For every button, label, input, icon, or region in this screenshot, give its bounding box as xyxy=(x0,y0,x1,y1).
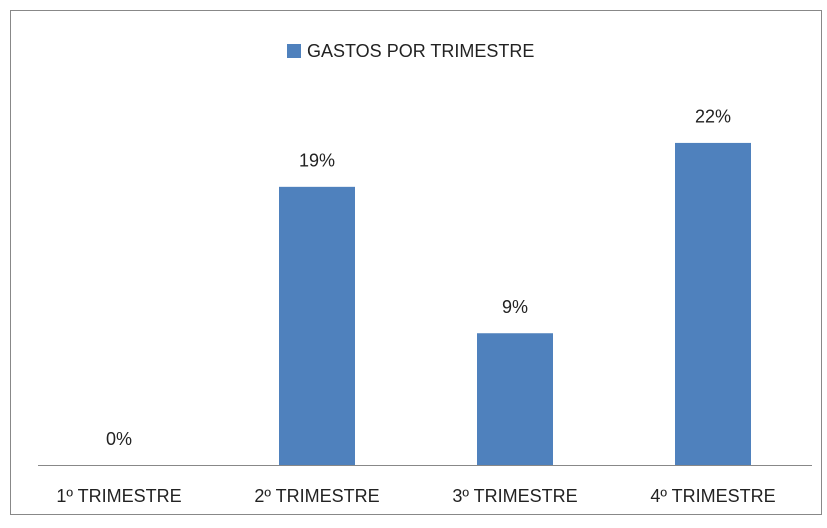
legend-label: GASTOS POR TRIMESTRE xyxy=(307,41,534,61)
bar xyxy=(477,333,553,465)
x-tick-label: 2º TRIMESTRE xyxy=(254,486,379,506)
x-tick-label: 4º TRIMESTRE xyxy=(650,486,775,506)
data-label: 22% xyxy=(695,107,731,127)
legend-swatch xyxy=(287,44,301,58)
data-label: 9% xyxy=(502,297,528,317)
bar xyxy=(675,142,751,466)
x-tick-label: 3º TRIMESTRE xyxy=(452,486,577,506)
x-tick-label: 1º TRIMESTRE xyxy=(56,486,181,506)
data-label: 19% xyxy=(299,151,335,171)
bar xyxy=(279,186,355,465)
data-label: 0% xyxy=(106,429,132,449)
